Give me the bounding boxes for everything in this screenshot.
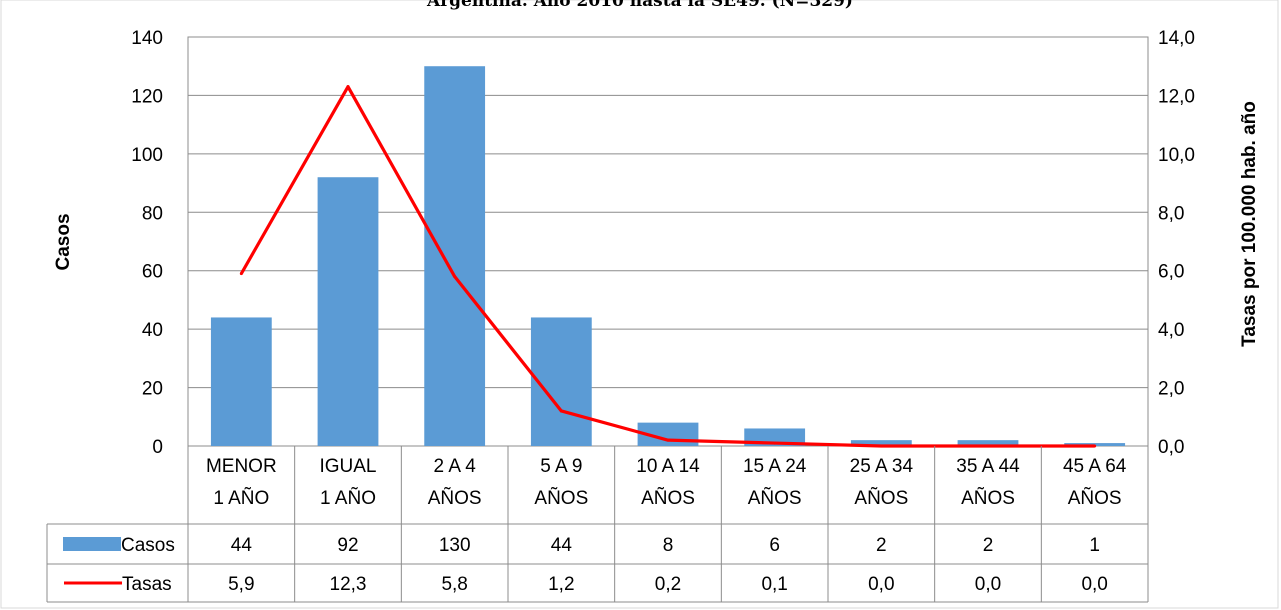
casos-value: 6 bbox=[769, 535, 780, 556]
tasas-value: 0,2 bbox=[655, 574, 681, 595]
casos-value: 8 bbox=[663, 535, 674, 556]
category-label: IGUAL bbox=[319, 456, 376, 477]
category-label: 25 A 34 bbox=[850, 456, 914, 477]
category-label: 10 A 14 bbox=[636, 456, 700, 477]
tasas-value: 1,2 bbox=[548, 574, 574, 595]
category-label: 1 AÑO bbox=[213, 487, 269, 509]
y2-tick-label: 2,0 bbox=[1158, 379, 1184, 400]
bar bbox=[957, 440, 1019, 446]
line-point bbox=[453, 275, 457, 279]
tasas-value: 0,1 bbox=[761, 574, 787, 595]
y2-tick-label: 4,0 bbox=[1158, 320, 1184, 341]
y2-tick-label: 14,0 bbox=[1158, 28, 1195, 49]
y-tick-label: 80 bbox=[142, 203, 163, 224]
category-label: 15 A 24 bbox=[743, 456, 807, 477]
category-label: AÑOS bbox=[961, 487, 1015, 509]
category-label: MENOR bbox=[206, 456, 277, 477]
y2-axis-title: Tasas por 100.000 hab. año bbox=[1239, 101, 1260, 347]
line-point bbox=[1093, 444, 1097, 448]
y-tick-label: 140 bbox=[131, 28, 163, 49]
legend-label-casos: Casos bbox=[121, 535, 175, 556]
line-point bbox=[986, 444, 990, 448]
category-label: 2 A 4 bbox=[434, 456, 477, 477]
line-series-tasas bbox=[239, 85, 1097, 448]
category-label: AÑOS bbox=[1068, 487, 1122, 509]
line-point bbox=[239, 272, 243, 276]
line-point bbox=[346, 85, 350, 89]
tasas-value: 12,3 bbox=[330, 574, 367, 595]
bar bbox=[850, 440, 912, 446]
line-point bbox=[879, 444, 883, 448]
y-axis-ticks: 0 20 40 60 80 100 120 140 bbox=[131, 28, 163, 458]
category-label: 1 AÑO bbox=[320, 487, 376, 509]
y2-tick-label: 10,0 bbox=[1158, 145, 1195, 166]
legend-label-tasas: Tasas bbox=[122, 574, 172, 595]
tasas-value: 5,9 bbox=[228, 574, 254, 595]
line-point bbox=[666, 438, 670, 442]
category-label: 45 A 64 bbox=[1063, 456, 1127, 477]
category-label: AÑOS bbox=[748, 487, 802, 509]
casos-value: 92 bbox=[337, 535, 358, 556]
legend-key-casos bbox=[63, 537, 121, 551]
y2-axis-ticks: 0,0 2,0 4,0 6,0 8,0 10,0 12,0 14,0 bbox=[1158, 28, 1195, 458]
tasas-value: 0,0 bbox=[975, 574, 1001, 595]
bar bbox=[210, 317, 272, 446]
bar-series-casos bbox=[210, 66, 1126, 446]
casos-value: 2 bbox=[983, 535, 994, 556]
line-point bbox=[559, 409, 563, 413]
chart-title: Argentina. Año 2010 hasta la SE49. (N=32… bbox=[426, 0, 853, 11]
y-tick-label: 60 bbox=[142, 262, 163, 283]
y2-tick-label: 8,0 bbox=[1158, 203, 1184, 224]
category-label: AÑOS bbox=[428, 487, 482, 509]
category-label: AÑOS bbox=[854, 487, 908, 509]
tasas-value: 5,8 bbox=[441, 574, 467, 595]
casos-value: 44 bbox=[231, 535, 253, 556]
category-label: 35 A 44 bbox=[956, 456, 1020, 477]
bar bbox=[317, 177, 379, 446]
y2-tick-label: 6,0 bbox=[1158, 262, 1184, 283]
casos-value: 130 bbox=[439, 535, 471, 556]
y-tick-label: 100 bbox=[131, 145, 163, 166]
casos-value: 1 bbox=[1089, 535, 1100, 556]
y-tick-label: 120 bbox=[131, 86, 163, 107]
bar bbox=[424, 66, 486, 446]
casos-value: 2 bbox=[876, 535, 887, 556]
category-label: AÑOS bbox=[534, 487, 588, 509]
category-label: AÑOS bbox=[641, 487, 695, 509]
line-point bbox=[773, 441, 777, 445]
y2-tick-label: 0,0 bbox=[1158, 437, 1184, 458]
category-label: 5 A 9 bbox=[540, 456, 582, 477]
tasas-value: 0,0 bbox=[1081, 574, 1107, 595]
casos-value: 44 bbox=[551, 535, 573, 556]
tasas-value: 0,0 bbox=[868, 574, 894, 595]
y-tick-label: 0 bbox=[152, 437, 163, 458]
bar bbox=[530, 317, 592, 446]
y-axis-title: Casos bbox=[53, 213, 74, 270]
y2-tick-label: 12,0 bbox=[1158, 86, 1195, 107]
y-tick-label: 20 bbox=[142, 379, 163, 400]
y-tick-label: 40 bbox=[142, 320, 163, 341]
